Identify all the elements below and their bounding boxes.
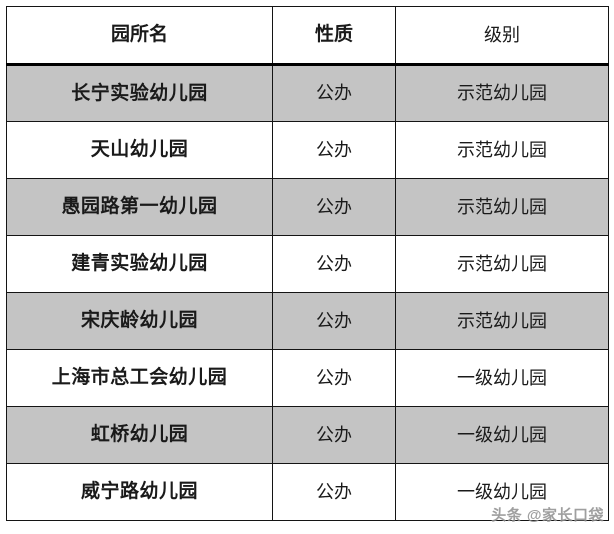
- cell-kindergarten-name: 长宁实验幼儿园: [6, 64, 273, 122]
- table-row: 虹桥幼儿园 公办 一级幼儿园: [6, 406, 609, 464]
- cell-kindergarten-level: 一级幼儿园: [395, 349, 609, 407]
- cell-kindergarten-type: 公办: [272, 178, 396, 236]
- cell-kindergarten-level: 一级幼儿园: [395, 406, 609, 464]
- cell-kindergarten-type: 公办: [272, 406, 396, 464]
- cell-kindergarten-level: 示范幼儿园: [395, 178, 609, 236]
- table-row: 建青实验幼儿园 公办 示范幼儿园: [6, 235, 609, 293]
- cell-kindergarten-name: 上海市总工会幼儿园: [6, 349, 273, 407]
- table-body: 长宁实验幼儿园 公办 示范幼儿园 天山幼儿园 公办 示范幼儿园 愚园路第一幼儿园…: [6, 64, 609, 521]
- cell-kindergarten-level: 一级幼儿园: [395, 463, 609, 521]
- column-header-name: 园所名: [6, 6, 273, 66]
- table-row: 天山幼儿园 公办 示范幼儿园: [6, 121, 609, 179]
- cell-kindergarten-type: 公办: [272, 292, 396, 350]
- table-header: 园所名 性质 级别: [6, 6, 609, 66]
- cell-kindergarten-type: 公办: [272, 64, 396, 122]
- column-header-level: 级别: [395, 6, 609, 66]
- cell-kindergarten-name: 宋庆龄幼儿园: [6, 292, 273, 350]
- cell-kindergarten-name: 愚园路第一幼儿园: [6, 178, 273, 236]
- cell-kindergarten-name: 天山幼儿园: [6, 121, 273, 179]
- table-row: 上海市总工会幼儿园 公办 一级幼儿园: [6, 349, 609, 407]
- cell-kindergarten-name: 虹桥幼儿园: [6, 406, 273, 464]
- cell-kindergarten-type: 公办: [272, 235, 396, 293]
- cell-kindergarten-name: 威宁路幼儿园: [6, 463, 273, 521]
- cell-kindergarten-level: 示范幼儿园: [395, 64, 609, 122]
- table-row: 威宁路幼儿园 公办 一级幼儿园: [6, 463, 609, 521]
- table-row: 宋庆龄幼儿园 公办 示范幼儿园: [6, 292, 609, 350]
- cell-kindergarten-level: 示范幼儿园: [395, 292, 609, 350]
- table-row: 愚园路第一幼儿园 公办 示范幼儿园: [6, 178, 609, 236]
- table-header-row: 园所名 性质 级别: [6, 6, 609, 66]
- cell-kindergarten-level: 示范幼儿园: [395, 121, 609, 179]
- kindergarten-table: 园所名 性质 级别 长宁实验幼儿园 公办 示范幼儿园 天山幼儿园 公办 示范幼儿…: [6, 6, 609, 521]
- cell-kindergarten-level: 示范幼儿园: [395, 235, 609, 293]
- column-header-type: 性质: [272, 6, 396, 66]
- cell-kindergarten-type: 公办: [272, 121, 396, 179]
- cell-kindergarten-type: 公办: [272, 349, 396, 407]
- cell-kindergarten-type: 公办: [272, 463, 396, 521]
- cell-kindergarten-name: 建青实验幼儿园: [6, 235, 273, 293]
- table-row: 长宁实验幼儿园 公办 示范幼儿园: [6, 64, 609, 122]
